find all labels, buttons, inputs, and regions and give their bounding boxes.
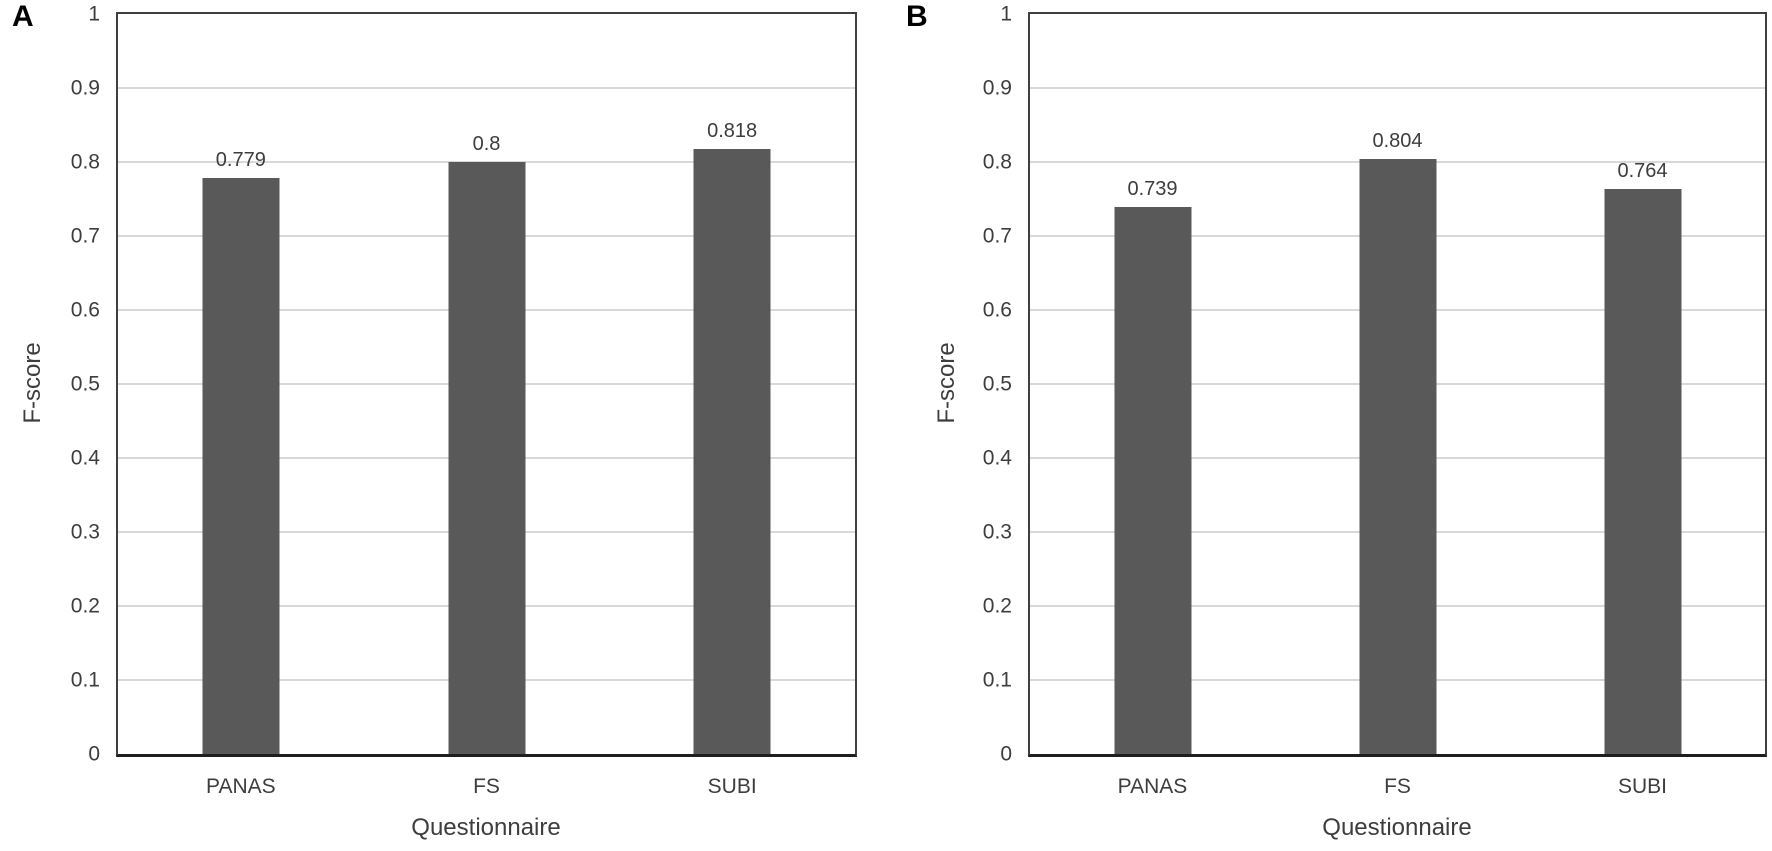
y-tick-label: 0.6 — [70, 298, 100, 322]
bar-value-label: 0.764 — [1617, 159, 1668, 182]
y-tick-label: 0.7 — [70, 224, 100, 248]
y-tick-label: 0.4 — [70, 446, 100, 470]
y-tick-label: 0.7 — [982, 224, 1012, 248]
x-tick-label: SUBI — [1617, 775, 1668, 798]
x-axis-title: Questionnaire — [1322, 814, 1472, 841]
x-axis-ticks: PANAS FS SUBI — [1030, 772, 1765, 802]
y-tick-label: 1 — [88, 2, 100, 26]
bar-fs — [448, 162, 525, 754]
y-tick-label: 0.5 — [982, 372, 1012, 396]
y-tick-label: 0 — [1000, 742, 1012, 766]
x-tick-label: PANAS — [1117, 775, 1188, 798]
gridline — [118, 87, 855, 89]
y-axis-ticks: 0 0.1 0.2 0.3 0.4 0.5 0.6 0.7 0.8 0.9 1 — [10, 4, 100, 765]
y-tick-label: 0.2 — [70, 594, 100, 618]
bar-subi — [1604, 188, 1681, 754]
x-tick-label: FS — [473, 775, 500, 798]
panel-label-b: B — [906, 0, 928, 33]
chart-panel-b: B F-score 0 0.1 0.2 0.3 0.4 0.5 0.6 0.7 0.8 0.9 1 … — [890, 0, 1772, 851]
bar-value-label: 0.8 — [472, 133, 501, 155]
bar-panas — [202, 177, 280, 754]
y-tick-label: 0.1 — [70, 668, 100, 692]
chart-panel-a: A F-score 0 0.1 0.2 0.3 0.4 0.5 0.6 0.7 0.8 0.9 1 … — [10, 0, 857, 841]
bar-value-label: 0.739 — [1127, 178, 1178, 201]
plot-area: 0.779 0.8 0.818 — [116, 12, 857, 757]
bar-subi — [693, 148, 771, 754]
x-tick-label: PANAS — [206, 775, 276, 798]
y-tick-label: 0.8 — [982, 150, 1012, 174]
bar-fs — [1359, 159, 1436, 754]
y-tick-label: 0.8 — [70, 150, 100, 174]
y-tick-label: 0.9 — [70, 76, 100, 100]
y-tick-label: 0.4 — [982, 446, 1012, 470]
y-tick-label: 0.9 — [982, 76, 1012, 100]
bar-value-label: 0.804 — [1372, 130, 1423, 153]
bar-panas — [1114, 207, 1191, 754]
bar-value-label: 0.779 — [215, 148, 266, 171]
x-tick-label: FS — [1384, 775, 1411, 798]
y-tick-label: 0.3 — [70, 520, 100, 544]
x-axis-ticks: PANAS FS SUBI — [118, 772, 855, 802]
gridline — [1030, 87, 1765, 89]
y-axis-ticks: 0 0.1 0.2 0.3 0.4 0.5 0.6 0.7 0.8 0.9 1 — [922, 4, 1012, 765]
bar-value-label: 0.818 — [707, 119, 758, 142]
y-tick-label: 0 — [88, 742, 100, 766]
x-axis-title: Questionnaire — [411, 814, 561, 841]
y-tick-label: 0.1 — [982, 668, 1012, 692]
y-tick-label: 0.5 — [70, 372, 100, 396]
y-tick-label: 0.6 — [982, 298, 1012, 322]
y-tick-label: 0.2 — [982, 594, 1012, 618]
y-tick-label: 0.3 — [982, 520, 1012, 544]
panel-label-a: A — [12, 0, 34, 33]
x-tick-label: SUBI — [707, 775, 757, 798]
plot-area: 0.739 0.804 0.764 — [1028, 12, 1767, 757]
y-tick-label: 1 — [1000, 2, 1012, 26]
